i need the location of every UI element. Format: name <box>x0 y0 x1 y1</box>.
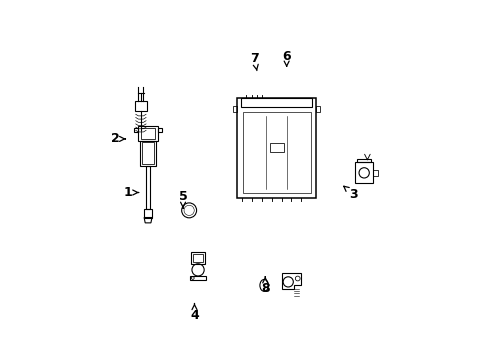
Bar <box>144 208 152 217</box>
Bar <box>158 128 162 132</box>
Text: 1: 1 <box>124 186 138 199</box>
Bar <box>372 170 377 176</box>
Bar <box>269 143 283 152</box>
Text: 2: 2 <box>111 132 125 145</box>
Bar <box>241 98 312 107</box>
Bar <box>191 252 204 264</box>
Text: 4: 4 <box>190 303 199 322</box>
Bar <box>237 98 315 198</box>
Bar <box>193 253 203 262</box>
Text: 5: 5 <box>178 190 187 208</box>
Bar <box>233 106 237 112</box>
Text: 3: 3 <box>343 186 357 201</box>
Bar <box>138 126 158 141</box>
Bar <box>356 159 371 162</box>
Bar <box>140 141 156 166</box>
Bar <box>355 162 372 183</box>
Bar <box>315 106 320 112</box>
Text: 6: 6 <box>282 50 290 66</box>
Bar <box>142 143 154 164</box>
Bar <box>145 166 150 208</box>
Bar <box>190 276 205 280</box>
Text: 8: 8 <box>261 277 269 296</box>
Bar <box>134 128 138 132</box>
Bar <box>242 112 310 193</box>
Bar <box>141 128 155 139</box>
Bar <box>135 102 146 111</box>
Text: 7: 7 <box>250 52 258 71</box>
